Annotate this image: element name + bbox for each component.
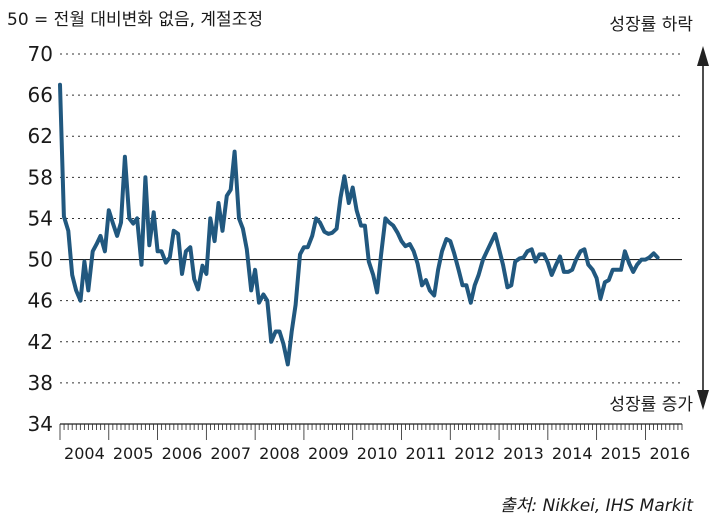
- y-tick-label: 58: [28, 165, 53, 189]
- arrow-down-icon: [697, 390, 709, 410]
- annotation-growth: 성장률 증가: [609, 395, 693, 415]
- x-tick-label: 2004: [64, 444, 105, 463]
- x-tick-label: 2015: [601, 444, 642, 463]
- x-tick-label: 2013: [503, 444, 544, 463]
- y-tick-label: 42: [28, 330, 53, 354]
- y-axis-tick-labels: 34 38 42 46 50 54 58 62 66 70: [28, 42, 53, 436]
- x-tick-label: 2010: [357, 444, 398, 463]
- x-tick-label: 2012: [454, 444, 495, 463]
- x-tick-label: 2011: [406, 444, 447, 463]
- x-tick-label: 2009: [308, 444, 349, 463]
- x-tick-label: 2016: [649, 444, 690, 463]
- x-tick-label: 2006: [162, 444, 203, 463]
- x-tick-label: 2005: [113, 444, 154, 463]
- y-tick-label: 38: [28, 371, 53, 395]
- chart-note: 50 = 전월 대비변화 없음, 계절조정: [7, 10, 263, 30]
- gridlines: [60, 53, 682, 384]
- x-tick-label: 2008: [259, 444, 300, 463]
- series-group: [58, 82, 660, 367]
- x-tick-label: 2007: [210, 444, 251, 463]
- y-tick-label: 50: [28, 248, 53, 272]
- y-tick-label: 66: [28, 83, 53, 107]
- x-tick-label: 2014: [552, 444, 593, 463]
- y-tick-label: 34: [28, 412, 53, 436]
- series-line: [58, 82, 660, 367]
- source-note: 출처: Nikkei, IHS Markit: [500, 496, 694, 516]
- y-tick-label: 62: [28, 124, 53, 148]
- y-tick-label: 70: [28, 42, 53, 66]
- annotation-decline: 성장률 하락: [609, 15, 693, 35]
- arrow-up-icon: [697, 46, 709, 66]
- y-tick-label: 46: [28, 289, 53, 313]
- y-tick-label: 54: [28, 206, 53, 230]
- x-axis: 2004 2005 2006 2007 2008 2009 2010 2011 2012 2013…: [59, 423, 690, 463]
